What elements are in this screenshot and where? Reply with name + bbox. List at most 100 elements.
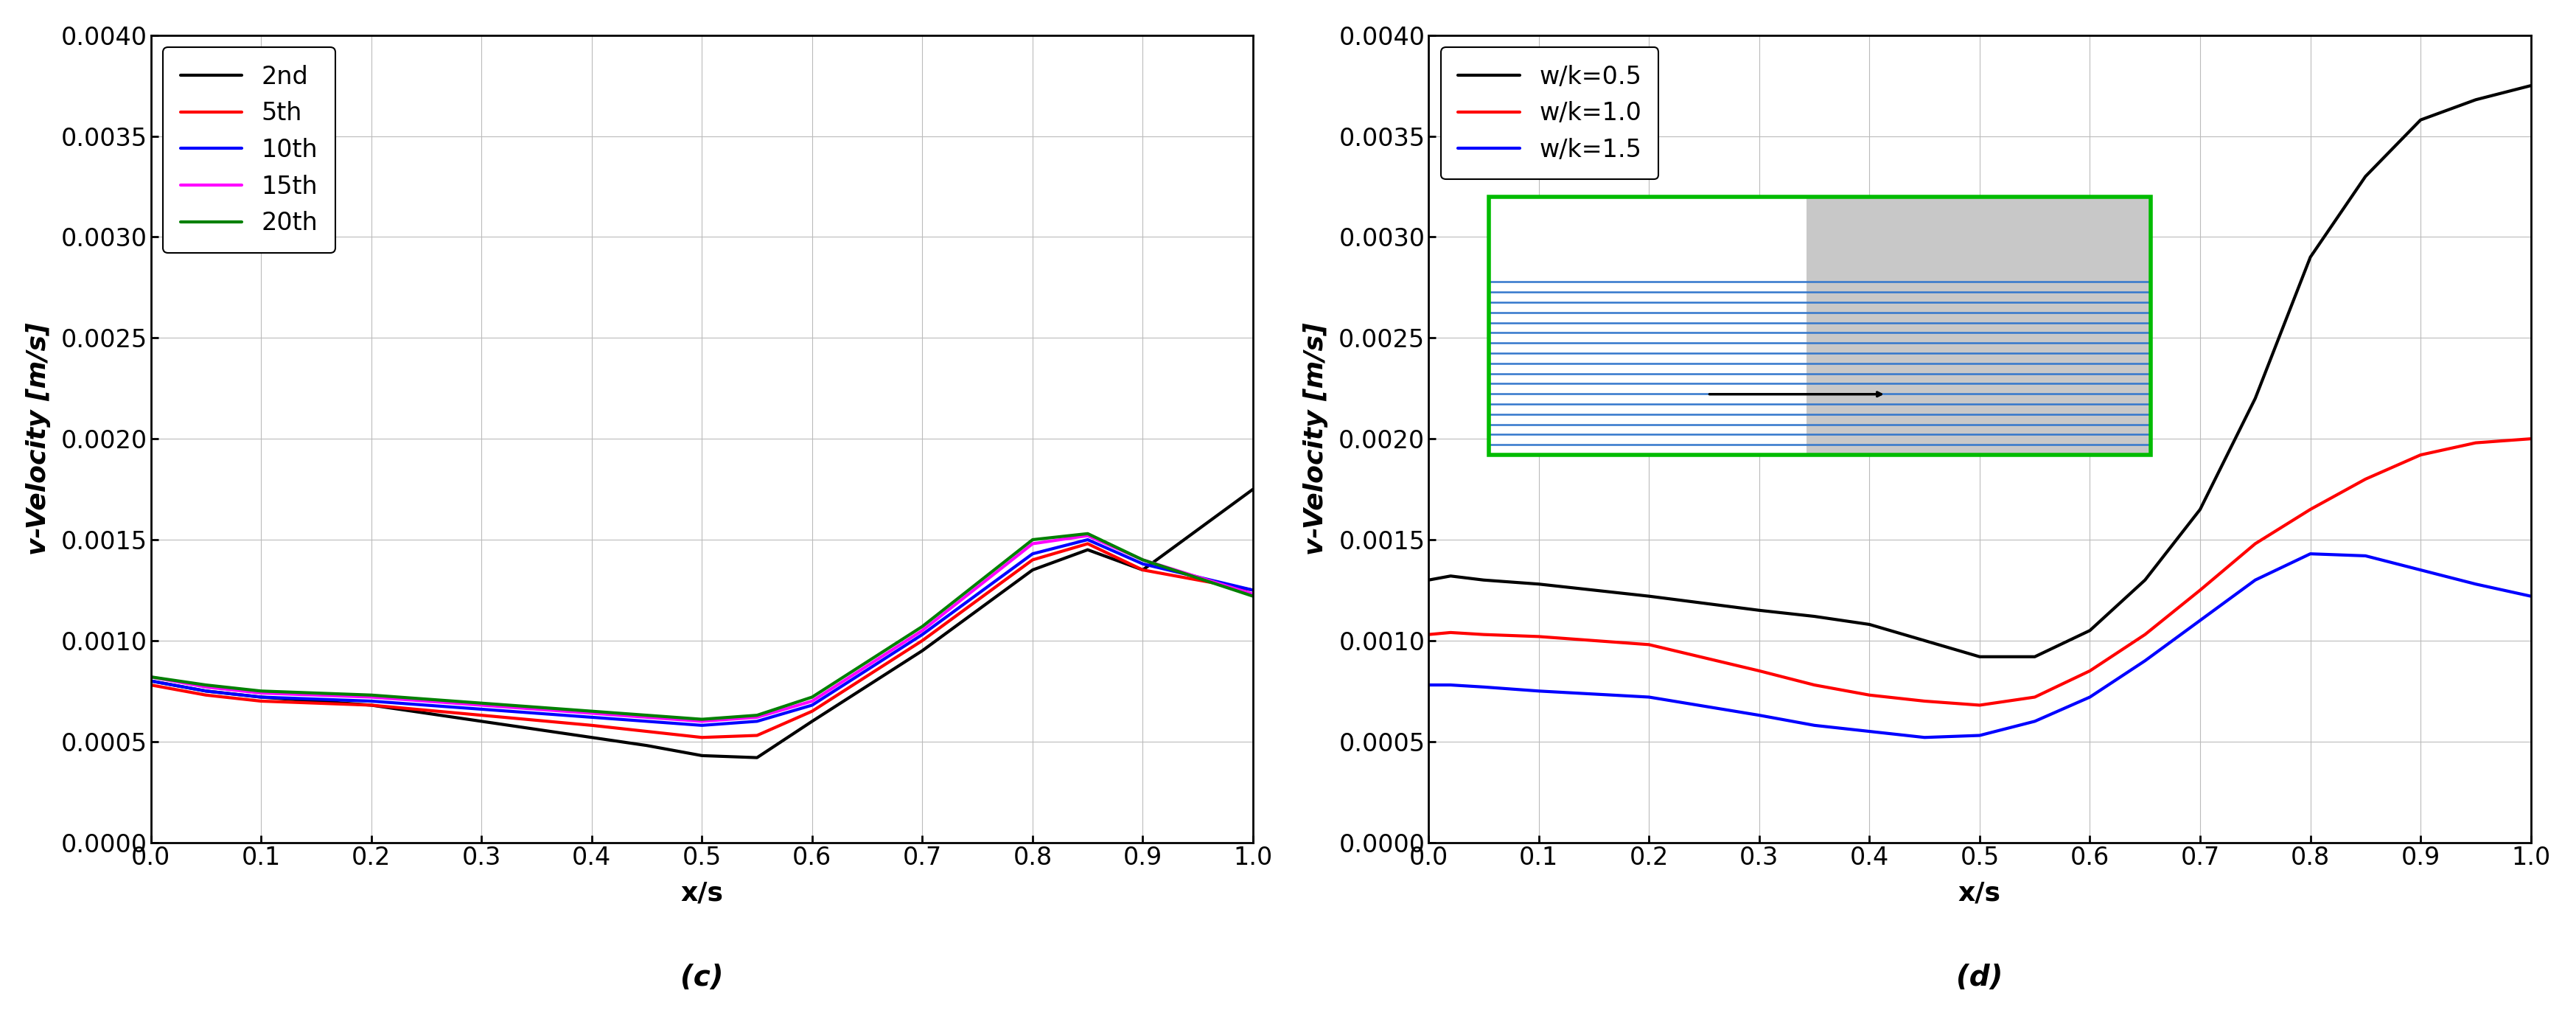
w/k=1.5 [1522, 685, 1553, 697]
w/k=1.5 [1965, 729, 1996, 742]
w/k=0.5 [1744, 604, 1775, 616]
Line: 15th: 15th [152, 536, 1252, 721]
w/k=0.5 [1414, 574, 1445, 587]
2nd [685, 750, 716, 762]
w/k=0.5 [1965, 650, 1996, 663]
5th [685, 731, 716, 744]
w/k=1.0 [2349, 473, 2380, 485]
w/k=1.5 [1633, 691, 1664, 703]
15th [466, 699, 497, 711]
w/k=0.5 [1468, 574, 1499, 587]
5th [1072, 538, 1103, 550]
w/k=1.5 [1909, 731, 1940, 744]
2nd [1072, 544, 1103, 556]
w/k=1.5 [2295, 548, 2326, 560]
w/k=0.5 [1855, 618, 1886, 630]
5th [245, 695, 276, 707]
w/k=1.0 [2239, 538, 2269, 550]
10th [577, 711, 608, 723]
w/k=1.5 [2130, 654, 2161, 667]
15th [577, 707, 608, 719]
5th [191, 689, 222, 701]
w/k=0.5 [2020, 650, 2050, 663]
5th [1128, 564, 1159, 576]
w/k=0.5 [1909, 634, 1940, 646]
Line: w/k=1.0: w/k=1.0 [1430, 439, 2530, 705]
w/k=1.5 [1798, 719, 1829, 731]
10th [191, 685, 222, 697]
2nd [466, 715, 497, 727]
w/k=0.5 [1522, 578, 1553, 591]
15th [907, 624, 938, 636]
20th [1018, 534, 1048, 546]
10th [742, 715, 773, 727]
10th [1072, 534, 1103, 546]
15th [1236, 589, 1267, 601]
10th [1128, 558, 1159, 570]
20th [631, 709, 662, 721]
X-axis label: x/s: x/s [1958, 880, 2002, 906]
20th [907, 620, 938, 632]
5th [631, 725, 662, 737]
w/k=1.5 [1855, 725, 1886, 737]
Legend: w/k=0.5, w/k=1.0, w/k=1.5: w/k=0.5, w/k=1.0, w/k=1.5 [1440, 48, 1659, 179]
w/k=0.5 [1798, 610, 1829, 622]
w/k=1.0 [1855, 689, 1886, 701]
5th [1018, 554, 1048, 566]
w/k=1.5 [1468, 681, 1499, 693]
5th [577, 719, 608, 731]
w/k=1.0 [1909, 695, 1940, 707]
w/k=1.0 [1798, 679, 1829, 691]
2nd [907, 644, 938, 656]
2nd [1236, 483, 1267, 495]
w/k=1.0 [1522, 630, 1553, 642]
2nd [137, 675, 167, 687]
2nd [191, 685, 222, 697]
5th [355, 699, 386, 711]
10th [245, 691, 276, 703]
Y-axis label: v-Velocity [m/s]: v-Velocity [m/s] [26, 322, 52, 555]
2nd [796, 715, 827, 727]
w/k=1.0 [1744, 665, 1775, 677]
w/k=1.5 [2184, 614, 2215, 626]
20th [245, 685, 276, 697]
w/k=1.0 [2295, 503, 2326, 516]
w/k=1.0 [2020, 691, 2050, 703]
10th [796, 699, 827, 711]
w/k=0.5 [2239, 392, 2269, 404]
w/k=1.0 [1633, 638, 1664, 650]
w/k=1.0 [1414, 628, 1445, 640]
15th [796, 695, 827, 707]
Text: (d): (d) [1955, 963, 2004, 992]
2nd [1018, 564, 1048, 576]
w/k=1.0 [1435, 626, 1466, 638]
10th [1236, 585, 1267, 597]
w/k=1.0 [2074, 665, 2105, 677]
10th [907, 628, 938, 640]
w/k=1.5 [2020, 715, 2050, 727]
w/k=0.5 [2349, 170, 2380, 182]
15th [137, 671, 167, 683]
10th [466, 703, 497, 715]
20th [796, 691, 827, 703]
15th [1018, 538, 1048, 550]
Line: 10th: 10th [152, 540, 1252, 725]
Line: w/k=0.5: w/k=0.5 [1430, 86, 2530, 656]
w/k=0.5 [2295, 251, 2326, 263]
5th [1236, 585, 1267, 597]
15th [1128, 554, 1159, 566]
w/k=1.0 [2514, 433, 2545, 445]
2nd [355, 699, 386, 711]
Y-axis label: v-Velocity [m/s]: v-Velocity [m/s] [1303, 322, 1329, 555]
20th [137, 671, 167, 683]
w/k=0.5 [2514, 80, 2545, 92]
5th [907, 634, 938, 646]
w/k=1.5 [2239, 574, 2269, 587]
5th [796, 705, 827, 717]
Line: 2nd: 2nd [152, 489, 1252, 758]
w/k=1.0 [2406, 449, 2437, 461]
w/k=1.5 [2349, 550, 2380, 562]
Line: 20th: 20th [152, 534, 1252, 719]
15th [191, 681, 222, 693]
w/k=0.5 [2184, 503, 2215, 516]
